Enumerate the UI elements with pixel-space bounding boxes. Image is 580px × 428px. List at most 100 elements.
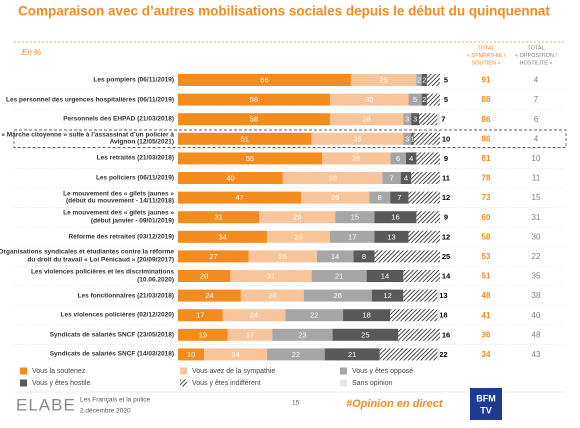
bar-segment (421, 74, 427, 86)
value-label: 24 (294, 232, 302, 241)
value-label: 16 (442, 330, 450, 339)
bar-segment (311, 270, 367, 282)
bar-segment (178, 230, 268, 243)
bar-segment (416, 74, 422, 86)
value-label: 17 (246, 330, 254, 339)
value-label: 25 (379, 75, 387, 84)
bar-segment (408, 230, 440, 243)
value-label: 14 (381, 271, 389, 280)
value-label: 2 (422, 75, 426, 84)
chart-title: Comparaison avec d’autres mobilisations … (18, 4, 550, 19)
value-label: 7 (441, 115, 445, 124)
value-label: 14 (442, 271, 451, 280)
total-value: 73 (482, 193, 491, 202)
total-value: 40 (532, 311, 541, 320)
bar-segment (322, 152, 391, 165)
category-label: Organisations syndicales et étudiantes c… (0, 248, 174, 264)
value-label: 34 (218, 232, 226, 241)
value-label: 14 (331, 252, 339, 261)
legend-swatch (180, 379, 187, 387)
total-value: 4 (534, 134, 539, 143)
total-value: 91 (482, 76, 491, 85)
value-label: 25 (361, 330, 369, 339)
value-label: 3 (413, 115, 417, 124)
value-label: 11 (442, 173, 450, 182)
value-label: 55 (246, 154, 254, 163)
bar-segment (178, 211, 260, 224)
bar-segment (390, 152, 406, 165)
value-label: 9 (444, 154, 448, 163)
category-label: Les retraités (21/03/2018) (96, 154, 174, 162)
value-label: 15 (351, 213, 359, 222)
bar-segment (335, 211, 375, 224)
bar-segment (353, 250, 375, 263)
legend-label: Vous y êtes hostile (32, 380, 90, 387)
bar-segment (248, 250, 317, 263)
category-label: Les pompiers (06/11/2019) (93, 76, 174, 84)
value-label: 9 (444, 213, 448, 222)
bar-segment (178, 348, 205, 361)
bar-segment (374, 250, 440, 263)
bar-segment (267, 230, 330, 243)
value-label: 4 (404, 173, 408, 182)
bar-segment (371, 289, 404, 302)
highlight-box (13, 129, 567, 148)
total-value: 15 (532, 193, 541, 202)
bar-segment (405, 152, 417, 165)
bar-segment (230, 270, 312, 282)
column-header: HOSTILITÉ » (519, 59, 552, 66)
bar-segment (316, 250, 354, 263)
total-value: 31 (532, 213, 541, 222)
bar-segment (426, 74, 440, 86)
bar-segment (350, 74, 417, 86)
column-header: « SYMPATHIE / (467, 53, 506, 59)
value-label: 17 (196, 311, 204, 320)
bar-segment (204, 348, 268, 361)
value-label: 22 (292, 350, 300, 359)
category-label: Réforme des retraites (03/12/2019) (68, 233, 174, 241)
bar-segment (403, 289, 438, 302)
value-label: 5 (413, 95, 417, 104)
bar-segment (301, 191, 370, 204)
total-value: 36 (482, 330, 491, 339)
total-value: 78 (482, 174, 491, 183)
bar-segment (329, 93, 409, 106)
bar-segment (332, 328, 399, 341)
legend-swatch (20, 379, 27, 387)
bar-segment (403, 113, 412, 126)
bar-segment (178, 74, 351, 86)
bar-segment (382, 172, 401, 184)
bar-segment (329, 230, 375, 243)
value-label: 26 (334, 291, 342, 300)
bar-segment (178, 289, 241, 302)
value-label: 10 (187, 350, 195, 359)
total-value: 88 (482, 95, 491, 104)
bar-segment (403, 132, 412, 145)
value-label: 5 (444, 75, 448, 84)
bar-segment (178, 250, 249, 263)
value-label: 7 (389, 173, 393, 182)
total-value: 58 (482, 232, 491, 241)
total-value: 7 (534, 95, 539, 104)
bar-segment (343, 309, 391, 322)
value-label: 35 (353, 134, 361, 143)
bar-segment (272, 328, 333, 341)
brand: ELABE (16, 395, 76, 414)
value-label: 22 (310, 311, 318, 320)
category-label: Les fonctionnaires (21/03/2018) (77, 291, 174, 299)
value-label: 26 (279, 252, 287, 261)
value-label: 13 (387, 232, 395, 241)
bar-segment (379, 348, 438, 361)
legend-swatch (180, 367, 187, 375)
column-header: SOUTIEN » (471, 60, 500, 66)
value-label: 5 (444, 95, 448, 104)
bar-segment (437, 309, 440, 322)
total-value: 81 (482, 154, 491, 163)
logo-text: TV (480, 405, 492, 415)
value-label: 1 (410, 134, 414, 143)
value-label: 10 (442, 134, 450, 143)
value-label: 3 (405, 134, 409, 143)
bar-segment (178, 172, 283, 184)
date: 2 décembre 2020 (80, 408, 131, 415)
bar-segment (178, 191, 302, 204)
